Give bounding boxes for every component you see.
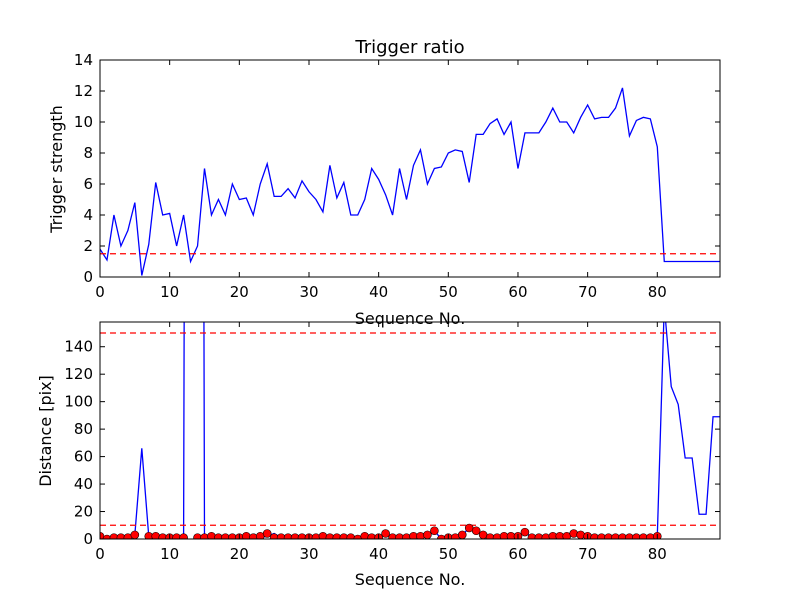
x-tick-label: 30 xyxy=(299,283,318,301)
data-point xyxy=(471,526,481,536)
x-axis-label: Sequence No. xyxy=(355,570,466,589)
x-tick-label: 40 xyxy=(369,545,388,563)
y-tick-label: 140 xyxy=(64,338,93,356)
trigger-ratio-chart: Trigger ratio Sequence No. Trigger stren… xyxy=(47,37,721,328)
plot-area xyxy=(100,87,720,276)
series-line xyxy=(100,87,720,276)
data-point xyxy=(353,534,363,539)
data-point xyxy=(569,529,579,538)
y-tick-label: 6 xyxy=(83,175,93,193)
x-tick-label: 70 xyxy=(578,283,597,301)
y-axis-label: Trigger strength xyxy=(47,105,66,234)
data-point xyxy=(262,529,272,538)
data-point xyxy=(102,534,112,539)
x-tick-label: 60 xyxy=(508,283,527,301)
data-point xyxy=(130,530,140,539)
y-tick-label: 120 xyxy=(64,365,93,383)
y-tick-label: 0 xyxy=(83,268,93,286)
x-tick-label: 0 xyxy=(95,545,105,563)
chart-title: Trigger ratio xyxy=(354,37,464,58)
data-point xyxy=(423,530,432,539)
y-tick-label: 100 xyxy=(64,393,93,411)
x-tick-label: 80 xyxy=(648,545,667,563)
distance-chart: Sequence No. Distance [pix] 0 10 20 30 40 50 6… xyxy=(36,321,721,589)
data-point xyxy=(457,530,467,539)
y-tick-label: 40 xyxy=(74,475,93,493)
plot-area xyxy=(100,322,720,539)
data-point xyxy=(179,533,188,539)
y-tick-label: 20 xyxy=(74,503,93,521)
y-tick-label: 60 xyxy=(74,448,93,466)
x-tick-label: 10 xyxy=(160,545,179,563)
data-point xyxy=(437,534,446,539)
y-tick-label: 10 xyxy=(74,113,93,131)
x-tick-label: 50 xyxy=(439,545,458,563)
x-tick-label: 80 xyxy=(648,283,667,301)
data-point xyxy=(381,529,390,538)
x-tick-label: 20 xyxy=(230,283,249,301)
y-tick-label: 14 xyxy=(74,51,93,69)
x-tick-label: 70 xyxy=(578,545,597,563)
y-tick-label: 2 xyxy=(83,237,93,255)
x-axis-label: Sequence No. xyxy=(355,309,466,328)
data-point xyxy=(576,530,585,539)
x-tick-label: 20 xyxy=(230,545,249,563)
x-tick-label: 50 xyxy=(439,283,458,301)
x-tick-label: 10 xyxy=(160,283,179,301)
y-tick-label: 12 xyxy=(74,82,93,100)
y-tick-label: 4 xyxy=(83,206,93,224)
x-tick-label: 30 xyxy=(299,545,318,563)
axes-frame xyxy=(99,59,721,278)
y-tick-label: 0 xyxy=(83,530,93,548)
y-axis-label: Distance [pix] xyxy=(36,375,55,487)
x-tick-label: 60 xyxy=(508,545,527,563)
axes-frame xyxy=(99,321,721,540)
x-tick-label: 40 xyxy=(369,283,388,301)
x-tick-label: 0 xyxy=(95,283,105,301)
y-tick-label: 8 xyxy=(83,144,93,162)
data-point xyxy=(430,526,439,536)
y-tick-label: 80 xyxy=(74,420,93,438)
data-point xyxy=(520,527,530,537)
